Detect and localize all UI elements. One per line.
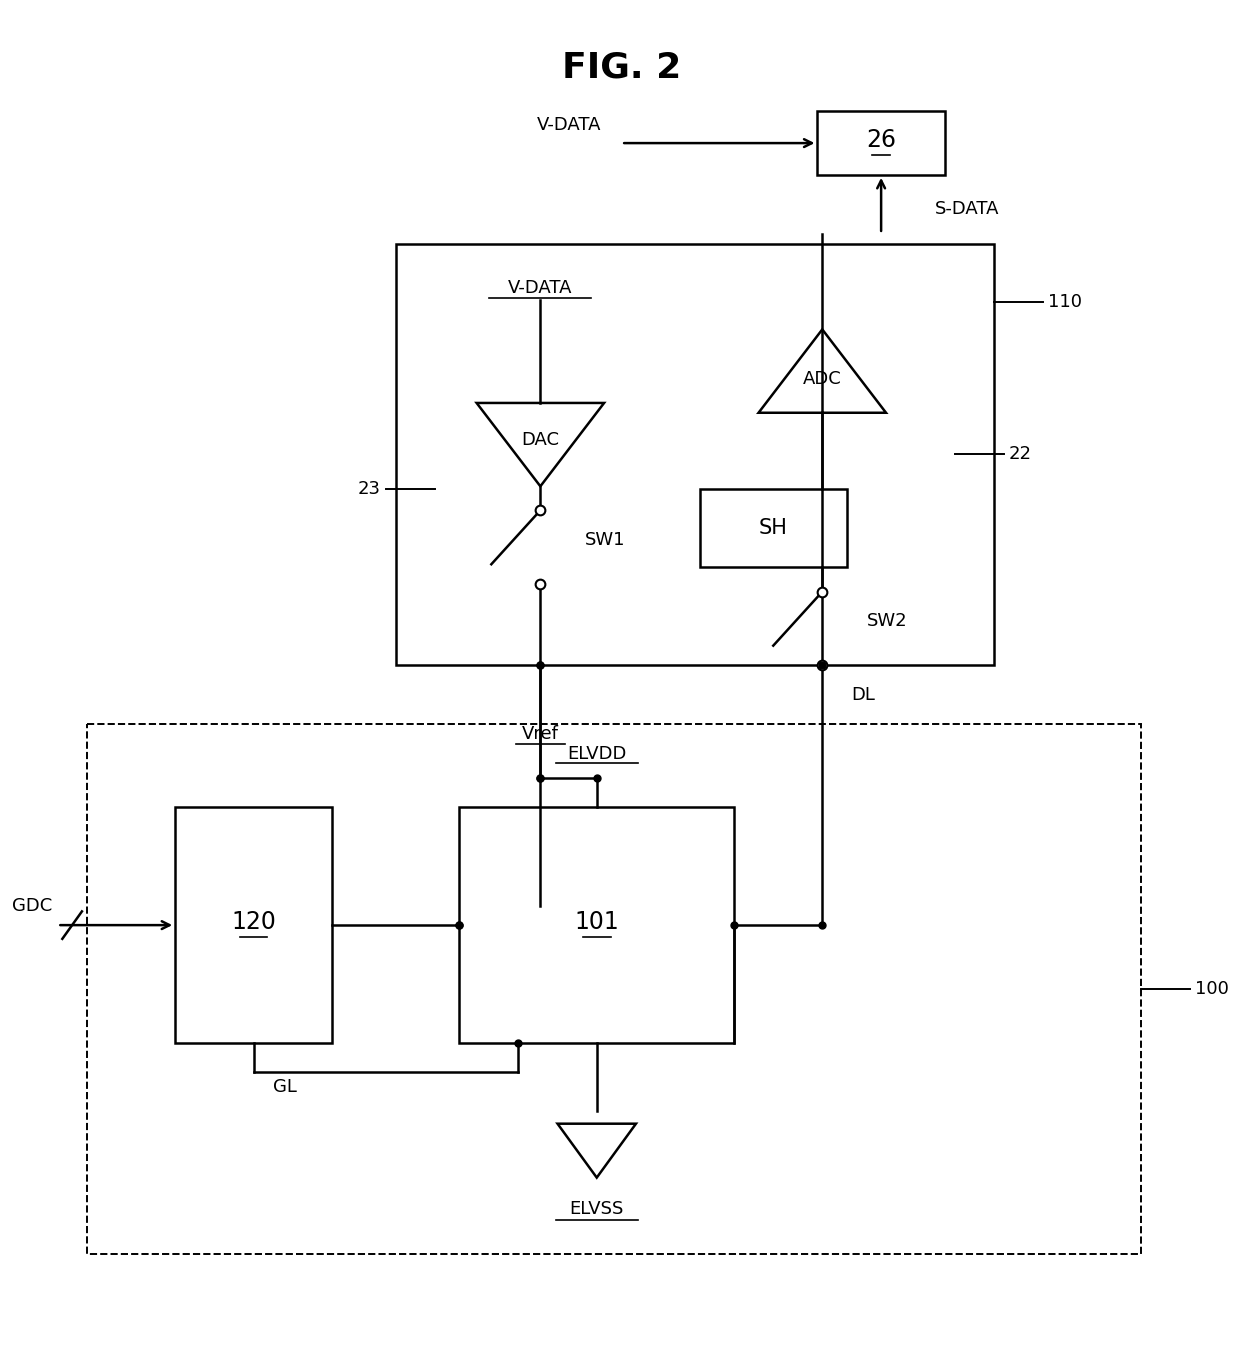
Text: GL: GL: [273, 1077, 298, 1096]
Text: SW2: SW2: [867, 612, 906, 630]
Polygon shape: [476, 403, 604, 486]
Text: V-DATA: V-DATA: [537, 117, 601, 134]
Text: SW1: SW1: [584, 531, 625, 548]
Text: Vref: Vref: [522, 725, 559, 742]
Bar: [699, 489, 847, 567]
Text: DL: DL: [852, 685, 875, 704]
Bar: [817, 111, 945, 175]
Text: ELVDD: ELVDD: [567, 745, 626, 763]
Bar: [175, 807, 332, 1042]
Text: FIG. 2: FIG. 2: [562, 50, 681, 84]
Bar: [435, 318, 646, 622]
Text: GDC: GDC: [12, 897, 52, 915]
Text: S-DATA: S-DATA: [935, 201, 999, 218]
Text: ADC: ADC: [804, 370, 842, 388]
Text: 120: 120: [231, 911, 277, 934]
Text: 23: 23: [358, 480, 381, 498]
Bar: [689, 278, 955, 631]
Text: 22: 22: [1008, 445, 1032, 464]
Text: V-DATA: V-DATA: [508, 278, 573, 297]
Bar: [460, 807, 734, 1042]
Bar: [87, 725, 1141, 1254]
Text: SH: SH: [759, 518, 787, 537]
Text: DAC: DAC: [521, 430, 559, 449]
Polygon shape: [759, 330, 887, 413]
Text: 110: 110: [1048, 293, 1081, 312]
Text: 26: 26: [866, 128, 897, 152]
Text: 100: 100: [1195, 980, 1229, 997]
Text: ELVSS: ELVSS: [569, 1201, 624, 1219]
Bar: [396, 244, 994, 665]
Polygon shape: [558, 1124, 636, 1178]
Text: 101: 101: [574, 911, 619, 934]
